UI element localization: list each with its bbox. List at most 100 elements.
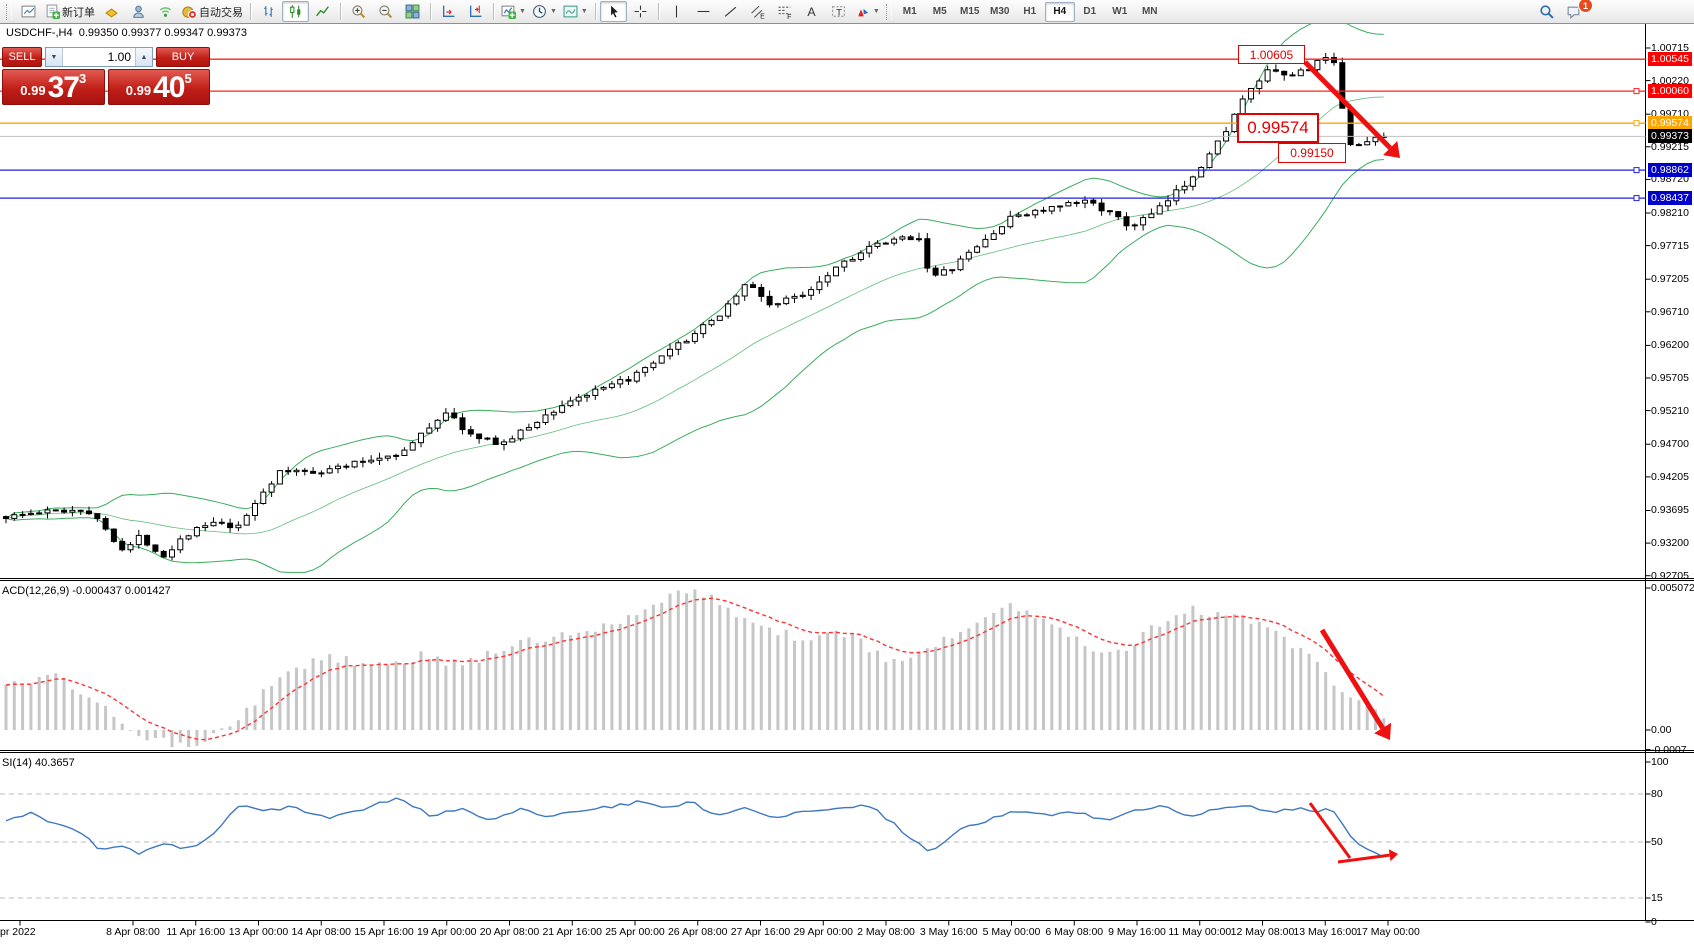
text-button[interactable]: A [798,1,825,22]
price-tick-label: 0.94205 [1651,471,1689,483]
time-tick-label: 20 Apr 08:00 [479,926,540,938]
price-level-badge-red: 1.00545 [1648,52,1692,66]
volume-input[interactable]: 1.00 [107,50,131,64]
timeframe-button-h4[interactable]: H4 [1044,1,1075,22]
period-icon [532,4,547,19]
chevron-down-icon[interactable]: ▼ [519,8,526,15]
market-watch-button[interactable] [98,1,125,22]
chevron-down-icon[interactable]: ▼ [872,8,880,15]
autoscroll-icon [441,4,456,19]
template-button[interactable]: ▼ [560,1,591,22]
autotrade-button[interactable]: 自动交易 [179,1,246,22]
time-tick-label: 3 May 16:00 [919,926,978,938]
channel-icon: E [750,4,765,19]
zoom-out-button[interactable] [372,1,399,22]
timeframe-button-w1[interactable]: W1 [1112,6,1128,17]
text-label-button[interactable]: T [825,1,852,22]
price-annotation[interactable]: 1.00605 [1238,45,1305,64]
price-tick-label: 0.97715 [1651,240,1689,252]
new-order-button[interactable]: 新订单 [42,1,98,22]
crosshair-button[interactable] [627,1,654,22]
buy-price-pips: 40 [153,71,185,104]
price-tick-label: 0.94700 [1651,438,1689,450]
candle-chart-icon [288,4,303,19]
rsi-axis-label: 15 [1651,892,1663,904]
time-tick-label: 21 Apr 16:00 [542,926,603,938]
chevron-down-icon[interactable]: ▼ [549,8,557,15]
volume-increase-button[interactable]: ▲ [135,48,152,66]
timeframe-button-d1[interactable]: D1 [1083,6,1097,17]
profile-button[interactable] [125,1,152,22]
main-toolbar: 新订单 自动交易 ▼ ▼ ▼ E F A T ▼ M1 M5 M15 M30 H1 H4 D1 W1 MN 1 [0,0,1694,24]
trendline-button[interactable] [717,1,744,22]
svg-text:E: E [760,13,765,19]
price-annotation[interactable]: 0.99150 [1278,143,1346,163]
time-tick-label: 11 May 00:00 [1168,926,1232,938]
price-tick-label: 0.99215 [1651,141,1689,153]
rsi-axis-label: 0 [1651,916,1657,928]
zoom-in-button[interactable] [345,1,372,22]
arrows-button[interactable]: ▼ [852,1,883,22]
time-tick-label: 13 May 16:00 [1293,926,1358,938]
buy-price-point: 5 [184,71,192,86]
line-chart-button[interactable] [309,1,336,22]
signal-icon [158,4,173,19]
price-tick-label: 0.92705 [1651,570,1689,582]
toolbar-separator [594,3,596,20]
text-icon: A [804,4,819,19]
indicators-icon [501,4,516,19]
bar-chart-button[interactable] [255,1,282,22]
zoom-in-icon [351,4,366,19]
fibonacci-icon: F [777,4,792,19]
timeframe-button-m5[interactable]: M5 [932,6,947,17]
rsi-label: SI(14) 40.3657 [2,757,75,769]
time-tick-label: 17 May 00:00 [1356,926,1420,938]
time-tick-label: 5 May 00:00 [982,926,1041,938]
candle-chart-button[interactable] [282,1,309,22]
timeframe-button-m15[interactable]: M15 [960,6,980,17]
chart-title: USDCHF-,H4 0.99350 0.99377 0.99347 0.993… [6,27,247,39]
price-annotation[interactable]: 0.99574 [1237,113,1319,143]
cursor-button[interactable] [599,1,627,22]
zoom-out-icon [378,4,393,19]
autoscroll-button[interactable] [435,1,462,22]
sell-price-point: 3 [78,71,87,86]
sell-button[interactable]: SELL [2,47,42,67]
toolbar-separator [340,3,341,20]
period-button[interactable]: ▼ [529,1,560,22]
macd-axis-label: 0.005072 [1651,582,1694,594]
indicators-button[interactable]: ▼ [498,1,529,22]
fibonacci-button[interactable]: F [771,1,798,22]
volume-decrease-button[interactable]: ▼ [46,48,63,66]
timeframe-button-m30[interactable]: M30 [990,6,1010,17]
sell-price-display[interactable]: 0.99 37 3 [2,69,105,105]
buy-button[interactable]: BUY [156,47,210,67]
toolbar-grip[interactable] [6,3,12,20]
crosshair-icon [633,4,648,19]
timeframe-button-h1[interactable]: H1 [1023,6,1037,17]
timeframe-button-m1[interactable]: M1 [902,6,917,17]
rsi-axis-label: 80 [1651,788,1663,800]
time-tick-label: 12 May 08:00 [1230,926,1295,938]
timeframe-button-mn[interactable]: MN [1141,6,1158,17]
search-button[interactable] [1533,1,1560,22]
vline-button[interactable] [663,1,690,22]
chart-window-button[interactable] [15,1,42,22]
chevron-down-icon[interactable]: ▼ [580,8,588,15]
price-tick-label: 1.00715 [1651,42,1689,54]
time-tick-label: 25 Apr 00:00 [605,926,665,938]
chart-shift-button[interactable] [462,1,489,22]
hline-button[interactable] [690,1,717,22]
signal-button[interactable] [152,1,179,22]
chat-button[interactable]: 1 [1560,0,1593,22]
line-chart-icon [315,4,330,19]
tile-windows-button[interactable] [399,1,426,22]
notification-badge: 1 [1578,0,1593,13]
one-click-trading-panel: SELL ▼ 1.00 ▲ BUY 0.99 37 3 0.99 40 5 [2,47,210,105]
toolbar-grip[interactable] [885,3,892,20]
buy-price-prefix: 0.99 [125,83,152,98]
channel-button[interactable]: E [744,1,771,22]
buy-price-display[interactable]: 0.99 40 5 [107,69,210,105]
price-tick-label: 0.95210 [1651,405,1689,417]
